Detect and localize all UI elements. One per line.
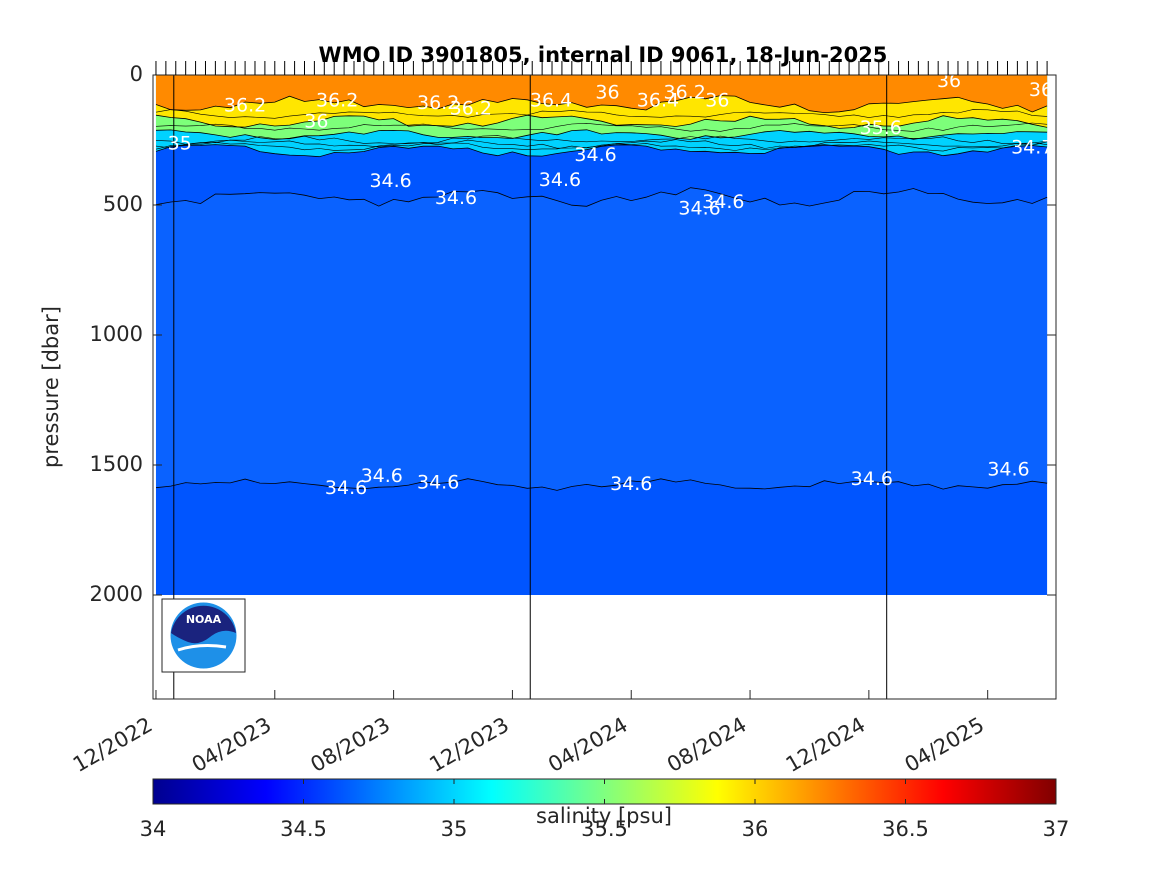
colorbar-label: salinity [psu]: [536, 804, 672, 828]
x-tick-label: 04/2025: [901, 713, 989, 777]
x-tick-label: 04/2023: [188, 713, 276, 777]
layer-salinity-maximum: [155, 75, 1048, 113]
contour-line: [155, 135, 1048, 145]
y-tick-label: 1500: [90, 452, 143, 476]
contour-label: 36.2: [224, 95, 266, 117]
contour-34.6-upper: [155, 187, 1048, 207]
x-axis: 12/2022 04/2023 08/2023 12/2023 04/2024 08/20…: [69, 690, 989, 777]
contour-label: 34.6: [417, 472, 459, 494]
contour-line: [155, 139, 1048, 149]
contour-line: [155, 141, 1048, 152]
contour-label: 34.6: [987, 459, 1029, 481]
contour-34.6-lower: [155, 478, 1048, 491]
colorbar-tick-label: 35.5: [581, 817, 628, 841]
contour-label: 34.6: [369, 170, 411, 192]
contour-line: [155, 109, 1048, 119]
salinity-layers: [155, 75, 1048, 595]
x-tick-label: 12/2024: [782, 713, 870, 777]
x-tick-label: 12/2023: [425, 713, 513, 777]
contour-line: [155, 122, 1048, 132]
x-tick-label: 08/2024: [663, 713, 751, 777]
y-axis-title: pressure [dbar]: [39, 306, 63, 468]
contour-label: 34.7: [1011, 136, 1053, 158]
contour-labels: 34.634.6 34.6 34.6 34.6 34.634.634.634.634.6…: [168, 70, 1072, 499]
contour-label: 34.6: [435, 187, 477, 209]
x-tick-label: 08/2023: [307, 713, 395, 777]
contour-label: 34.6: [702, 191, 744, 213]
colorbar-tick-label: 35: [441, 817, 468, 841]
y-tick-label: 500: [103, 192, 143, 216]
layer-intermediate-water: [156, 187, 1048, 491]
contour-label: 36: [705, 90, 729, 112]
contour-salinity-maximum: [155, 95, 1048, 114]
x-tick-label: 12/2022: [69, 713, 157, 777]
colorbar-tick-label: 34.5: [280, 817, 327, 841]
contour-thermocline-mid: [155, 129, 1048, 140]
contour-label: 36.2: [316, 90, 358, 112]
contour-label: 34.6: [851, 468, 893, 490]
colorbar-tick-label: 36: [742, 817, 769, 841]
contour-upper-layer: [155, 114, 1048, 129]
contour-label: 36.2: [450, 97, 492, 119]
plot-frame: [152, 74, 1057, 700]
contour-label: 34.6: [325, 477, 367, 499]
contour-label: 35.6: [860, 117, 902, 139]
contour-label: 34.6: [678, 197, 720, 219]
contour-label: 34.6: [610, 473, 652, 495]
contour-label: 36.2: [417, 92, 459, 114]
y-tick-label: 0: [130, 62, 143, 86]
profile-ticks: [155, 61, 1048, 75]
y-axis: 0 500 1000 1500 2000: [90, 62, 1056, 606]
contour-label: 36.4: [530, 90, 572, 112]
contour-label: 34.6: [539, 169, 581, 191]
contour-lines: [155, 95, 1048, 491]
contour-label: 36.4: [637, 90, 679, 112]
svg-text:NOAA: NOAA: [186, 613, 222, 626]
contour-label: 36.3: [1029, 79, 1071, 101]
contour-label: 36: [304, 110, 328, 132]
contour-label: 34.6: [574, 144, 616, 166]
contour-label: 35: [168, 132, 192, 154]
x-tick-label: 04/2024: [544, 713, 632, 777]
contour-label: 36.2: [664, 82, 706, 104]
colorbar-tick-label: 34: [140, 817, 167, 841]
contour-label: 36: [595, 82, 619, 104]
y-tick-label: 2000: [90, 582, 143, 606]
chart-title: WMO ID 3901805, internal ID 9061, 18-Jun…: [319, 43, 888, 67]
colorbar: 34 34.5 35 35.5 36 36.5 37 salinity [psu]: [140, 778, 1070, 841]
colorbar-tick-label: 36.5: [882, 817, 929, 841]
contour-thermocline-low: [155, 144, 1048, 158]
y-tick-label: 1000: [90, 322, 143, 346]
contour-label: 34.6: [361, 465, 403, 487]
colorbar-tick-label: 37: [1043, 817, 1070, 841]
noaa-logo: NOAA: [161, 598, 246, 673]
year-boundaries: [173, 75, 888, 699]
